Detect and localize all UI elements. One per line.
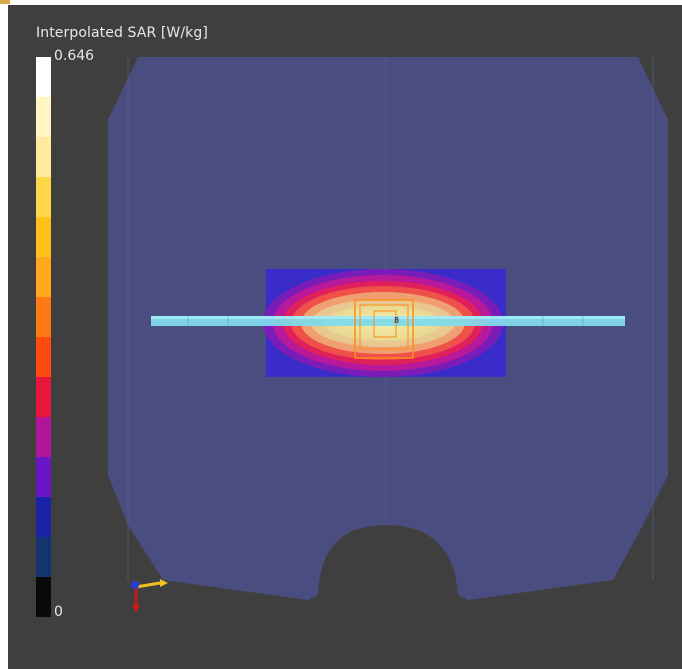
colorbar-min-label: 0: [54, 604, 63, 620]
colorbar-segment: [36, 177, 51, 217]
window-corner-accent: [0, 0, 10, 4]
colorbar-segment: [36, 577, 51, 617]
colorbar-segment: [36, 257, 51, 297]
probe-marker-label: 8: [394, 316, 399, 325]
legend-title: Interpolated SAR [W/kg]: [36, 25, 208, 41]
dipole-antenna[interactable]: [151, 316, 625, 326]
colorbar-segment: [36, 57, 51, 97]
axis-triad-icon[interactable]: [131, 579, 168, 613]
colorbar-segment: [36, 297, 51, 337]
colorbar-segment: [36, 537, 51, 577]
colorbar-segment: [36, 377, 51, 417]
sar-colorbar: [36, 57, 51, 617]
sar-3d-viewport[interactable]: 8 Interpolated SAR [W/kg] 0.646 0: [8, 5, 682, 669]
colorbar-segment: [36, 97, 51, 137]
colorbar-segment: [36, 217, 51, 257]
colorbar-segment: [36, 457, 51, 497]
colorbar-segment: [36, 497, 51, 537]
probe-scan-box[interactable]: [354, 299, 414, 359]
colorbar-segment: [36, 137, 51, 177]
sar-scene[interactable]: 8: [8, 5, 682, 669]
colorbar-segment: [36, 417, 51, 457]
colorbar-segment: [36, 337, 51, 377]
colorbar-max-label: 0.646: [54, 48, 95, 64]
